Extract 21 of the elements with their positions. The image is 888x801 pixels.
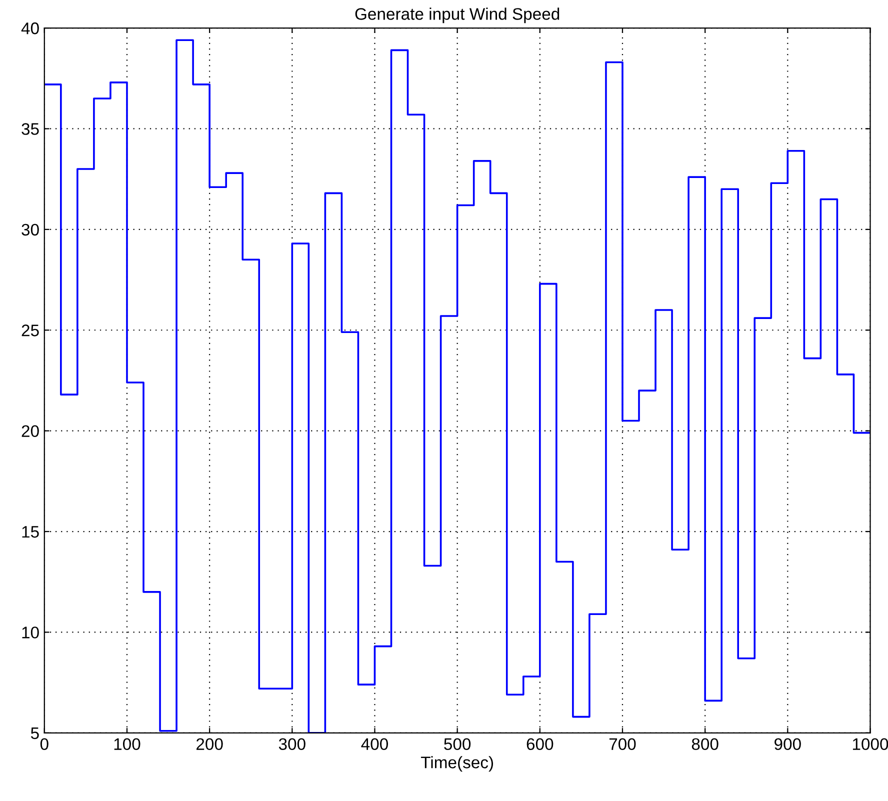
x-tick-label: 1000 (852, 738, 888, 750)
y-tick-label: 10 (22, 626, 39, 638)
x-tick-label: 400 (361, 738, 388, 750)
x-tick-label: 800 (692, 738, 718, 750)
y-tick-label: 35 (22, 123, 39, 135)
y-tick-label: 25 (22, 324, 39, 336)
y-tick-label: 15 (22, 526, 39, 538)
x-axis-title: Time(sec) (420, 756, 494, 772)
x-tick-label: 0 (40, 738, 48, 750)
chart-title: Generate input Wind Speed (355, 8, 560, 24)
y-tick-label: 30 (22, 224, 39, 236)
y-tick-label: 20 (22, 425, 39, 438)
x-tick-label: 900 (774, 738, 801, 750)
x-tick-label: 100 (114, 738, 140, 750)
x-tick-label: 200 (196, 738, 223, 750)
y-tick-label: 40 (21, 22, 39, 34)
x-tick-label: 700 (609, 738, 636, 750)
y-tick-label: 5 (30, 727, 39, 740)
x-tick-label: 600 (526, 738, 554, 750)
x-tick-label: 300 (278, 738, 306, 750)
x-tick-label: 500 (444, 738, 471, 750)
